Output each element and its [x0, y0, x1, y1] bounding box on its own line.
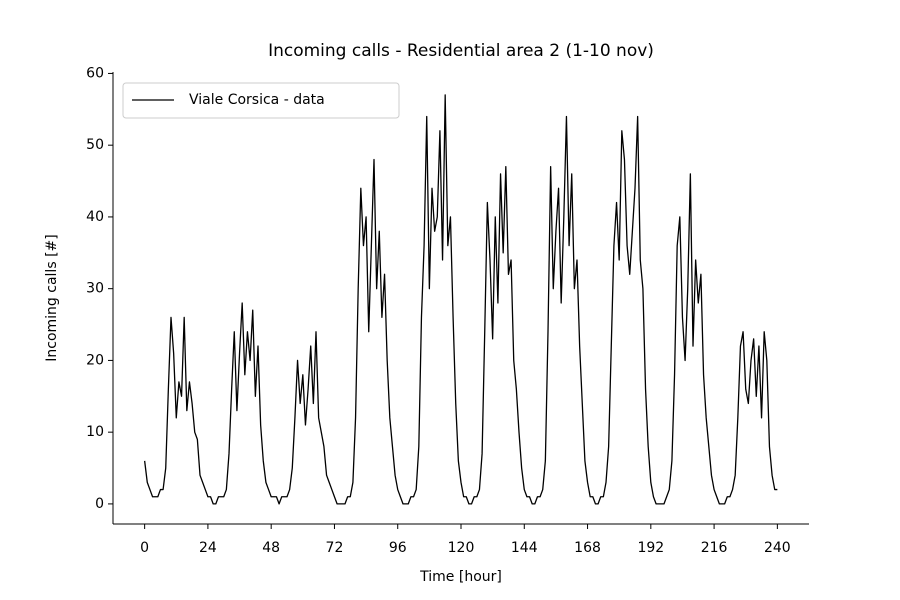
- x-tick-label: 72: [326, 540, 344, 556]
- x-axis-label: Time [hour]: [419, 569, 502, 585]
- y-axis-label: Incoming calls [#]: [44, 234, 60, 361]
- legend-box: [122, 82, 400, 119]
- data-line: [143, 94, 778, 505]
- y-tick-label: 0: [95, 496, 104, 512]
- y-tick-label: 40: [86, 209, 104, 225]
- x-tick-label: 168: [574, 540, 601, 556]
- y-tick-label: 10: [86, 424, 104, 440]
- x-tick-label: 120: [448, 540, 475, 556]
- y-tick-label: 60: [86, 65, 104, 81]
- legend-label: Viale Corsica - data: [189, 92, 325, 108]
- y-tick-label: 50: [86, 137, 104, 153]
- x-tick-label: 192: [637, 540, 664, 556]
- x-tick-label: 24: [199, 540, 217, 556]
- x-tick-label: 0: [140, 540, 149, 556]
- y-tick-label: 30: [86, 281, 104, 297]
- chart-title: Incoming calls - Residential area 2 (1-1…: [268, 41, 654, 61]
- y-tick-label: 20: [86, 352, 104, 368]
- x-tick-label: 96: [389, 540, 407, 556]
- x-tick-label: 48: [262, 540, 280, 556]
- x-tick-label: 240: [764, 540, 791, 556]
- x-tick-label: 144: [511, 540, 538, 556]
- x-tick-label: 216: [701, 540, 728, 556]
